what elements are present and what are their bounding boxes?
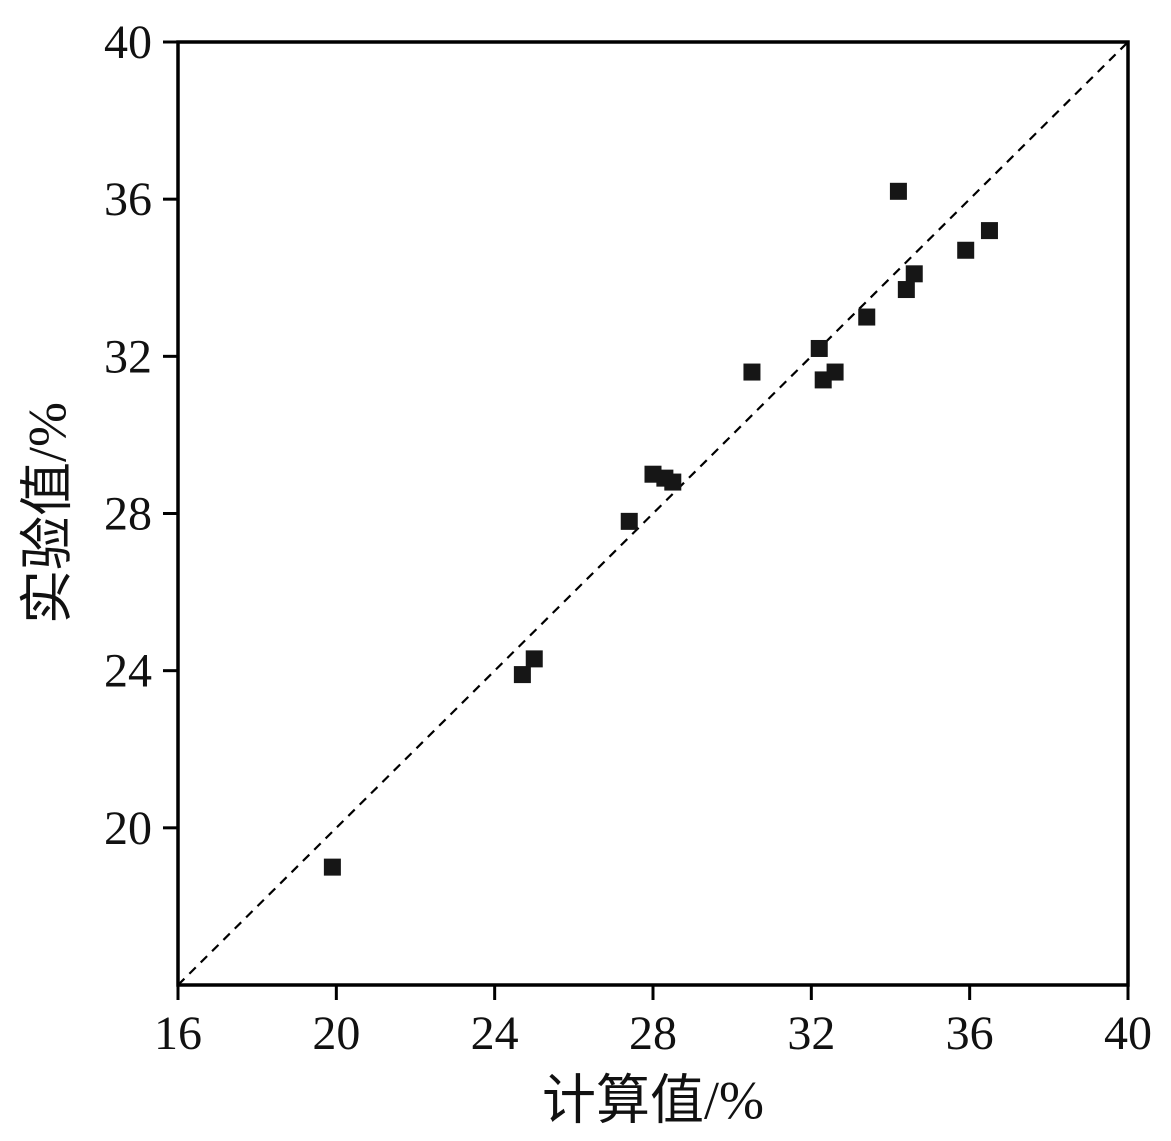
data-point-marker bbox=[905, 265, 923, 283]
y-tick-label: 20 bbox=[104, 802, 152, 855]
y-tick-label: 36 bbox=[104, 173, 152, 226]
x-tick-label: 28 bbox=[629, 1007, 677, 1060]
data-point-marker bbox=[826, 363, 844, 381]
data-point-marker bbox=[889, 182, 907, 200]
data-point-marker bbox=[957, 241, 975, 259]
data-point-marker bbox=[620, 512, 638, 530]
y-tick-label: 40 bbox=[104, 16, 152, 69]
data-point-marker bbox=[743, 363, 761, 381]
data-point-marker bbox=[664, 473, 682, 491]
identity-line bbox=[177, 41, 1129, 986]
data-point-marker bbox=[897, 281, 915, 299]
x-tick-label: 36 bbox=[946, 1007, 994, 1060]
y-axis-label: 实验值/% bbox=[17, 402, 78, 624]
x-axis-label: 计算值/% bbox=[542, 1070, 764, 1131]
y-tick-label: 32 bbox=[104, 330, 152, 383]
x-tick-label: 24 bbox=[471, 1007, 519, 1060]
y-tick-label: 28 bbox=[104, 488, 152, 541]
y-tick-label: 24 bbox=[104, 645, 152, 698]
x-tick-label: 20 bbox=[312, 1007, 360, 1060]
data-point-marker bbox=[513, 666, 531, 684]
data-point-marker bbox=[525, 650, 543, 668]
data-point-marker bbox=[323, 858, 341, 876]
x-tick-label: 32 bbox=[787, 1007, 835, 1060]
x-tick-label: 40 bbox=[1104, 1007, 1152, 1060]
data-point-marker bbox=[810, 339, 828, 357]
x-tick-label: 16 bbox=[154, 1007, 202, 1060]
data-point-marker bbox=[980, 222, 998, 240]
data-point-marker bbox=[858, 308, 876, 326]
